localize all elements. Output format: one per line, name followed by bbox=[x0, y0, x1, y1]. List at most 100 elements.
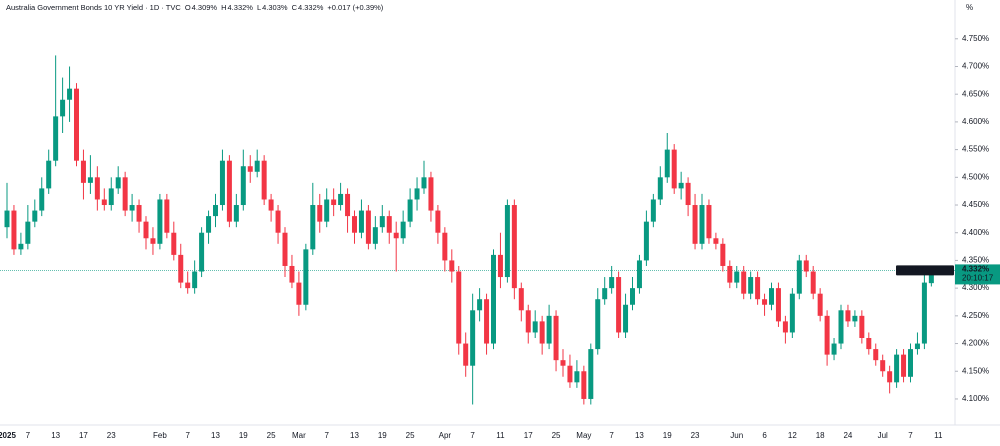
legend-value: 4.332% bbox=[298, 3, 324, 12]
candle-body bbox=[101, 199, 107, 206]
x-tick-label: 25 bbox=[267, 431, 276, 440]
candle-body bbox=[386, 216, 392, 233]
candle-body bbox=[838, 310, 844, 344]
candle-body bbox=[657, 177, 663, 200]
candle-body bbox=[845, 310, 851, 322]
candle-body bbox=[129, 205, 135, 211]
x-tick-label: 12 bbox=[788, 431, 797, 440]
candle-body bbox=[803, 260, 809, 272]
candle-body bbox=[623, 304, 629, 333]
x-tick-label: Jun bbox=[730, 431, 743, 440]
x-tick-label: 25 bbox=[406, 431, 415, 440]
candle-body bbox=[762, 299, 768, 305]
candle-body bbox=[574, 371, 580, 383]
countdown: 20:10:17 bbox=[962, 274, 994, 283]
y-tick-label: 4.350% bbox=[962, 256, 989, 265]
x-tick-label: 2025 bbox=[0, 431, 16, 440]
x-tick-label: 11 bbox=[496, 431, 505, 440]
candle-body bbox=[233, 205, 239, 222]
candle-body bbox=[407, 199, 413, 222]
candle-body bbox=[219, 160, 225, 206]
candle-body bbox=[87, 177, 93, 183]
candle-body bbox=[734, 271, 740, 283]
legend-key: O bbox=[185, 3, 191, 12]
candle-body bbox=[894, 354, 900, 383]
candle-body bbox=[136, 205, 142, 222]
candle-body bbox=[532, 321, 538, 333]
candle-body bbox=[616, 277, 622, 333]
candle-body bbox=[345, 193, 351, 217]
x-tick-label: 13 bbox=[635, 431, 644, 440]
candle-body bbox=[817, 293, 823, 316]
candle-body bbox=[317, 205, 323, 222]
candle-body bbox=[685, 182, 691, 206]
y-tick-label: 4.300% bbox=[962, 283, 989, 292]
candle-body bbox=[852, 315, 858, 322]
candle-body bbox=[213, 205, 218, 217]
candle-body bbox=[921, 282, 927, 344]
legend-key: C bbox=[292, 3, 298, 12]
candle-body bbox=[449, 260, 455, 272]
x-tick-label: 23 bbox=[107, 431, 116, 440]
candle-body bbox=[268, 199, 274, 211]
candle-body bbox=[442, 232, 448, 261]
legend-key: L bbox=[257, 3, 261, 12]
x-tick-label: Mar bbox=[292, 431, 306, 440]
y-tick-label: 4.150% bbox=[962, 366, 989, 375]
candle-body bbox=[810, 271, 816, 294]
candle-body bbox=[741, 271, 747, 294]
candle-body bbox=[115, 177, 121, 189]
y-tick-label: 4.400% bbox=[962, 228, 989, 237]
x-tick-label: 19 bbox=[663, 431, 672, 440]
y-tick-label: 4.450% bbox=[962, 200, 989, 209]
candle-body bbox=[108, 188, 114, 206]
x-tick-label: 17 bbox=[524, 431, 533, 440]
candle-body bbox=[748, 277, 754, 294]
x-tick-label: 7 bbox=[324, 431, 329, 440]
symbol-tag-bg bbox=[896, 265, 954, 276]
candle-body bbox=[164, 199, 170, 233]
candle-body bbox=[428, 177, 434, 211]
x-tick-label: 25 bbox=[552, 431, 561, 440]
candle-body bbox=[157, 199, 163, 244]
x-tick-label: 7 bbox=[26, 431, 31, 440]
symbol-tag: AU10Y bbox=[899, 266, 925, 275]
y-tick-label: 4.650% bbox=[962, 89, 989, 98]
candle-body bbox=[595, 299, 601, 350]
price-badge: 4.332% bbox=[962, 265, 989, 274]
candle-body bbox=[11, 210, 17, 250]
candle-body bbox=[588, 349, 594, 399]
x-tick-label: 6 bbox=[762, 431, 767, 440]
candle-body bbox=[372, 227, 378, 244]
candle-body bbox=[74, 88, 79, 161]
legend-value: 4.332% bbox=[228, 3, 254, 12]
x-tick-label: 11 bbox=[934, 431, 943, 440]
candle-body bbox=[80, 160, 86, 183]
candle-body bbox=[484, 299, 490, 344]
candle-body bbox=[866, 338, 872, 350]
candle-body bbox=[880, 360, 886, 372]
candle-body bbox=[664, 149, 670, 178]
candle-body bbox=[720, 243, 726, 266]
candle-body bbox=[699, 205, 705, 244]
candle-body bbox=[379, 216, 385, 228]
candle-body bbox=[32, 210, 38, 222]
candle-body bbox=[393, 232, 399, 239]
chart-title: Australia Government Bonds 10 YR Yield ·… bbox=[6, 3, 181, 12]
candle-body bbox=[365, 210, 371, 244]
candle-body bbox=[310, 205, 316, 250]
candle-body bbox=[171, 232, 177, 255]
candle-body bbox=[908, 349, 913, 377]
candle-body bbox=[671, 149, 677, 189]
candle-body bbox=[539, 321, 545, 344]
x-tick-label: 7 bbox=[470, 431, 475, 440]
candle-body bbox=[525, 310, 531, 333]
legend-change: +0.017 (+0.39%) bbox=[327, 3, 383, 12]
y-tick-label: 4.200% bbox=[962, 339, 989, 348]
candle-body bbox=[692, 205, 698, 244]
candle-body bbox=[414, 188, 420, 200]
candle-body bbox=[296, 282, 302, 305]
y-tick-label: 4.600% bbox=[962, 117, 989, 126]
candle-body bbox=[775, 288, 781, 322]
candle-body bbox=[567, 365, 573, 383]
